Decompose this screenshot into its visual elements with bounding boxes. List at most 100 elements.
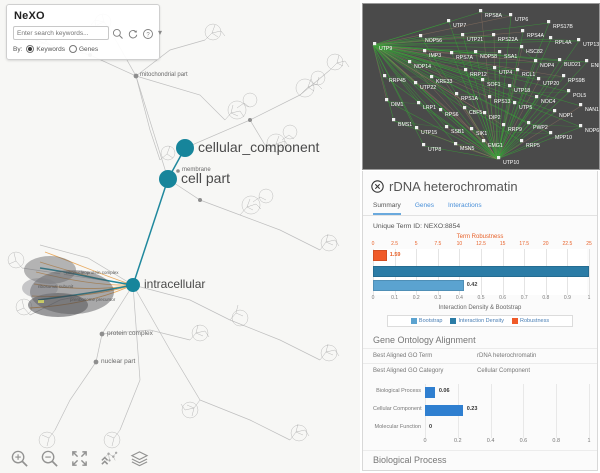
svg-text:NAN1: NAN1: [585, 107, 599, 113]
go-alignment-chart: Biological Process 0.06 Cellular Component…: [373, 384, 591, 446]
double-chevron-up-icon[interactable]: [100, 449, 119, 468]
chevron-down-icon[interactable]: ▾: [158, 28, 163, 37]
reset-icon[interactable]: [127, 27, 139, 39]
robustness-tick: 10: [456, 241, 463, 247]
svg-text:RPS4A: RPS4A: [527, 33, 545, 39]
node-intracellular[interactable]: [126, 278, 140, 292]
svg-text:KRE33: KRE33: [436, 79, 453, 85]
radio-keywords-label: Keywords: [36, 45, 65, 53]
network-svg[interactable]: UTP9 NOP56 UTP7 RPS8A UTP6 RPS17B UTP21 RPS22A R…: [363, 4, 599, 169]
grid-line: [589, 384, 590, 438]
unique-term-id: Unique Term ID: NEXO:8854: [373, 223, 461, 230]
svg-text:RPS1A: RPS1A: [461, 96, 479, 102]
search-input[interactable]: [13, 26, 109, 40]
svg-text:NOP56: NOP56: [425, 38, 442, 44]
density-tick: 0.2: [412, 295, 420, 301]
radio-genes[interactable]: Genes: [68, 45, 98, 53]
density-tick: 0.3: [434, 295, 442, 301]
legend-bootstrap: Bootstrap: [410, 318, 443, 324]
density-axis: 0 0.1 0.2 0.3 0.4 0.5 0.6 0.7 0.8 0.9 1: [372, 295, 591, 304]
density-tick: 0.7: [520, 295, 528, 301]
search-by-row[interactable]: By: Keywords Genes: [13, 45, 153, 53]
robustness-tick: 22.5: [562, 241, 573, 247]
radio-genes-button[interactable]: [68, 45, 77, 53]
svg-text:RRP9: RRP9: [508, 127, 522, 133]
chart-legend: Bootstrap Interaction Density Robustness: [387, 315, 573, 327]
viewer-toolbar[interactable]: [0, 443, 360, 473]
svg-text:UTP7: UTP7: [453, 23, 466, 29]
svg-text:IMP3: IMP3: [429, 53, 441, 59]
go-axis: 0 0.2 0.4 0.6 0.8 1: [423, 438, 590, 446]
density-tick: 0.1: [391, 295, 399, 301]
robustness-tick: 12.5: [476, 241, 486, 247]
go-value-molecular-function: 0: [429, 424, 433, 430]
go-label-molecular-function: Molecular Function: [374, 424, 421, 430]
hierarchy-tree-graph[interactable]: [0, 0, 360, 473]
zoom-in-icon[interactable]: [10, 449, 29, 468]
search-icon[interactable]: [112, 27, 124, 39]
svg-text:RRP5: RRP5: [526, 143, 540, 149]
svg-text:RPS13: RPS13: [494, 99, 511, 105]
network-nodes: [373, 9, 589, 160]
svg-text:LRP1: LRP1: [423, 105, 436, 111]
go-row: Molecular Function 0: [373, 420, 587, 438]
svg-text:UTP8: UTP8: [428, 147, 441, 153]
search-panel[interactable]: NeXO ? ▾ By: Keywords: [6, 4, 162, 60]
svg-text:DIM1: DIM1: [391, 102, 404, 108]
kv-key-go-term: Best Aligned GO Term: [373, 353, 433, 359]
help-icon[interactable]: ?: [142, 27, 154, 39]
robustness-tick: 2.5: [391, 241, 399, 247]
svg-text:UTP4: UTP4: [499, 70, 512, 76]
go-row: Cellular Component 0.23: [373, 402, 587, 420]
svg-text:HSC82: HSC82: [526, 49, 543, 55]
radio-keywords-button[interactable]: [26, 45, 35, 53]
svg-text:BUD21: BUD21: [564, 62, 581, 68]
app-title: NeXO: [14, 10, 45, 22]
node-cell-part[interactable]: [159, 170, 177, 188]
zoom-out-icon[interactable]: [40, 449, 59, 468]
svg-text:NOP1: NOP1: [559, 113, 573, 119]
kv-value-go-term: rDNA heterochromatin: [477, 353, 537, 359]
robustness-tick: 15: [499, 241, 506, 247]
node-cellular-component[interactable]: [176, 139, 194, 157]
legend-label-bootstrap: Bootstrap: [418, 318, 443, 324]
svg-text:NOP14: NOP14: [414, 64, 431, 70]
svg-text:PWP2: PWP2: [533, 125, 548, 131]
hierarchy-viewer[interactable]: cellular_component cell part intracellul…: [0, 0, 360, 473]
tab-summary[interactable]: Summary: [373, 202, 401, 215]
layers-icon[interactable]: [130, 449, 149, 468]
bar-robustness: [373, 250, 387, 261]
svg-text:UTP9: UTP9: [379, 46, 392, 52]
robustness-density-chart: Term Robustness 0 2.5 5 7.5 10 12.5 15 17.5 20 22…: [363, 232, 597, 327]
tab-genes[interactable]: Genes: [414, 202, 434, 209]
svg-text:?: ?: [146, 32, 150, 38]
fit-screen-icon[interactable]: [70, 449, 89, 468]
search-row[interactable]: ? ▾: [13, 26, 162, 40]
svg-text:ENP1: ENP1: [591, 63, 599, 69]
go-tick: 0.8: [552, 438, 561, 444]
go-tick: 0.6: [519, 438, 528, 444]
legend-swatch-robustness: [512, 318, 519, 324]
close-circle-icon[interactable]: [371, 180, 384, 193]
svg-text:UTP18: UTP18: [514, 88, 530, 94]
kv-value-go-category: Cellular Component: [477, 368, 531, 374]
tab-interactions[interactable]: Interactions: [447, 202, 482, 209]
gene-interaction-network[interactable]: UTP9 NOP56 UTP7 RPS8A UTP6 RPS17B UTP21 RPS22A R…: [362, 3, 600, 170]
bar-value-bootstrap: 0.42: [466, 282, 478, 288]
go-alignment-title: Gene Ontology Alignment: [373, 335, 476, 345]
grid-line: [490, 384, 492, 438]
svg-text:UTP21: UTP21: [467, 37, 483, 43]
svg-text:DIP2: DIP2: [489, 115, 501, 121]
svg-text:UTP10: UTP10: [503, 160, 519, 166]
grid-line: [589, 249, 590, 295]
grid-line: [523, 384, 525, 438]
term-info-panel[interactable]: rDNA heterochromatin Summary Genes Inter…: [362, 171, 598, 471]
legend-interaction-density: Interaction Density: [450, 318, 504, 324]
svg-text:SOF1: SOF1: [487, 82, 501, 88]
radio-keywords[interactable]: Keywords: [26, 45, 65, 53]
kv-row-go-category: Best Aligned GO Category Cellular Compon…: [363, 363, 597, 378]
bar-value-robustness: 1.59: [389, 252, 401, 258]
info-tabs[interactable]: Summary Genes Interactions: [363, 196, 597, 216]
svg-text:UTP22: UTP22: [420, 85, 436, 91]
svg-text:RPS8A: RPS8A: [485, 13, 503, 19]
